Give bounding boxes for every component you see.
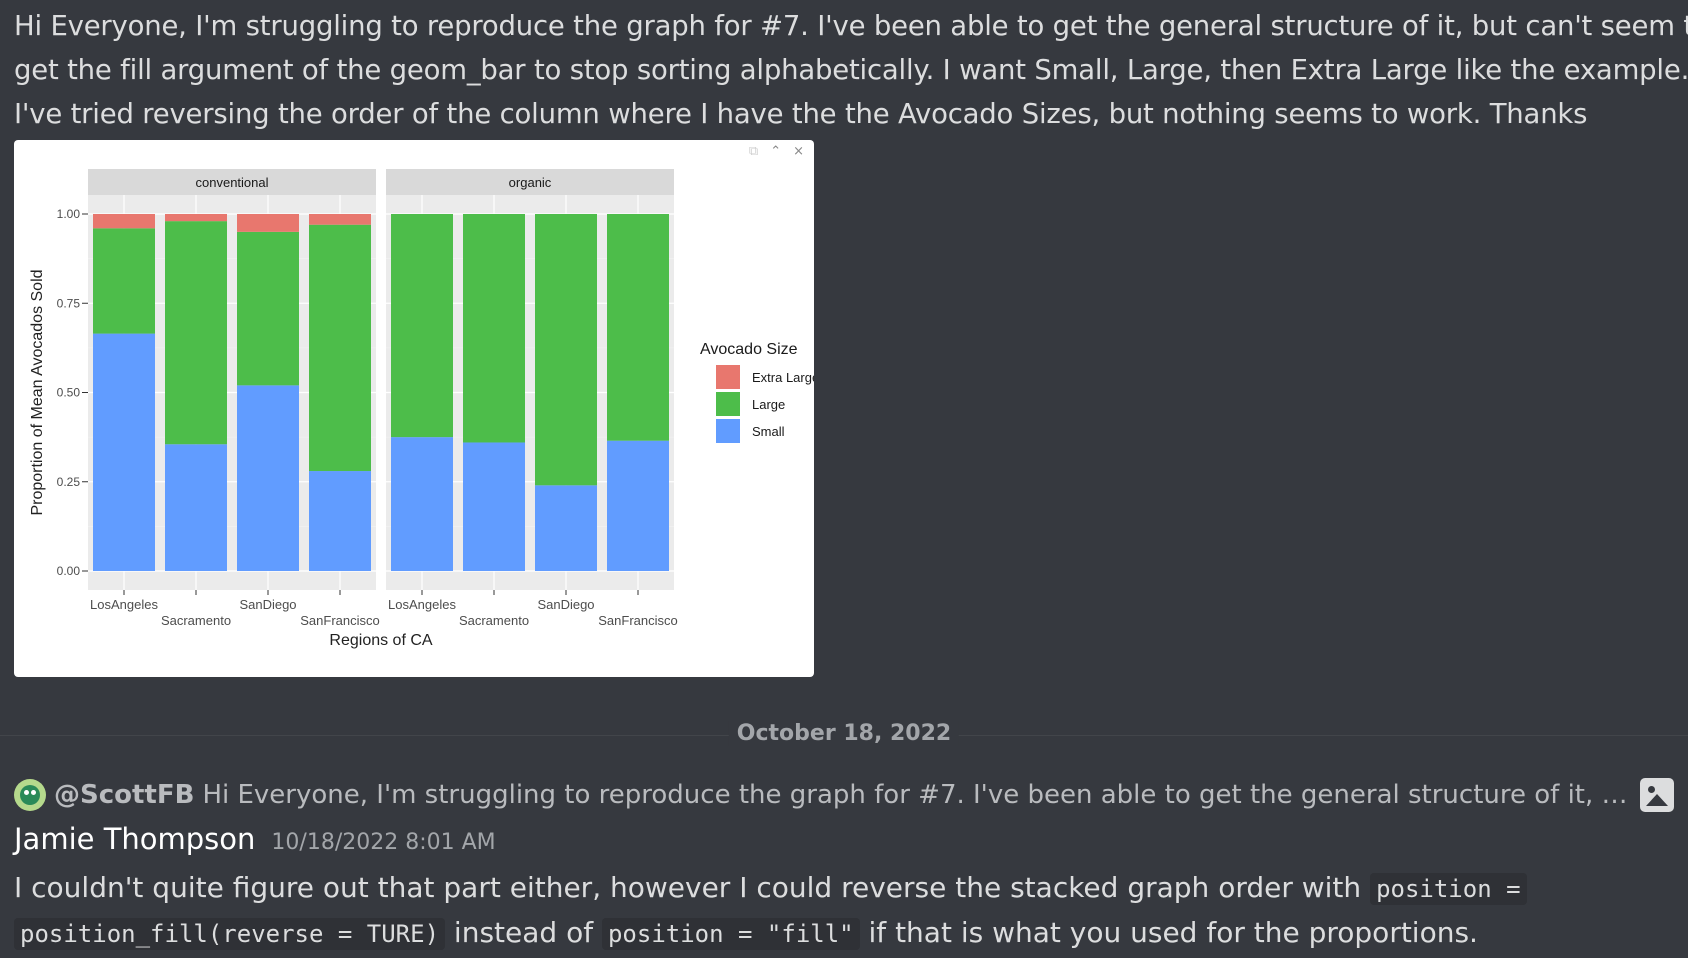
legend-label: Large xyxy=(752,397,785,412)
open-original-icon[interactable]: ⧉ xyxy=(748,144,759,159)
bar-segment xyxy=(535,485,597,571)
x-tick-label: LosAngeles xyxy=(90,597,158,612)
facet-strip xyxy=(386,169,674,195)
bar-segment xyxy=(309,214,371,225)
x-tick-label: Sacramento xyxy=(459,613,529,628)
message-header: Jamie Thompson 10/18/2022 8:01 AM xyxy=(14,822,496,856)
y-tick-label: 0.00 xyxy=(57,564,81,578)
bar-segment xyxy=(391,437,453,571)
message-text: if that is what you used for the proport… xyxy=(859,916,1478,949)
reply-mention[interactable]: @ScottFB xyxy=(54,780,195,810)
inline-code: position_fill(reverse = TURE) xyxy=(14,918,446,950)
legend-swatch xyxy=(716,365,740,389)
bar-segment xyxy=(463,214,525,443)
reply-preview[interactable]: Hi Everyone, I'm struggling to reproduce… xyxy=(202,780,1630,810)
legend-swatch xyxy=(716,419,740,443)
legend-title: Avocado Size xyxy=(700,341,798,358)
message-text: instead of xyxy=(445,916,602,949)
timestamp: 10/18/2022 8:01 AM xyxy=(271,830,496,855)
avatar-face xyxy=(20,785,40,805)
date-divider: October 18, 2022 xyxy=(0,721,1688,746)
image-icon xyxy=(1640,778,1674,812)
bar-segment xyxy=(165,444,227,571)
second-message-text: I couldn't quite figure out that part ei… xyxy=(14,866,1674,956)
facet-strip xyxy=(88,169,376,195)
bar-segment xyxy=(607,440,669,571)
divider-date: October 18, 2022 xyxy=(728,721,960,746)
message-text: I couldn't quite figure out that part ei… xyxy=(14,871,1371,904)
legend-label: Extra Large xyxy=(752,370,814,385)
y-axis-title: Proportion of Mean Avocados Sold xyxy=(29,269,46,515)
y-tick-label: 0.75 xyxy=(57,296,81,310)
avatar-eye xyxy=(31,790,36,795)
bar-segment xyxy=(165,221,227,445)
x-axis-title: Regions of CA xyxy=(329,632,432,649)
bar-segment xyxy=(237,214,299,232)
x-tick-label: SanFrancisco xyxy=(598,613,677,628)
x-tick-label: SanFrancisco xyxy=(300,613,379,628)
bar-segment xyxy=(165,214,227,222)
bar-segment xyxy=(93,214,155,229)
x-tick-label: SanDiego xyxy=(239,597,296,612)
legend-label: Small xyxy=(752,424,785,439)
collapse-icon[interactable]: ⌃ xyxy=(770,144,782,159)
image-attachment[interactable]: ⧉ ⌃ × Proportion of Mean Avocados Sold 0.… xyxy=(14,140,814,677)
reply-reference[interactable]: @ScottFB Hi Everyone, I'm struggling to … xyxy=(14,778,1674,812)
bar-segment xyxy=(535,214,597,486)
message-line: position_fill(reverse = TURE) instead of… xyxy=(14,911,1674,956)
bar-segment xyxy=(463,442,525,571)
avatar[interactable] xyxy=(14,779,46,811)
embed-controls: ⧉ ⌃ × xyxy=(749,144,804,159)
x-tick-label: Sacramento xyxy=(161,613,231,628)
bar-segment xyxy=(93,333,155,571)
author-name[interactable]: Jamie Thompson xyxy=(14,822,256,856)
bar-segment xyxy=(237,385,299,571)
y-tick-label: 0.25 xyxy=(57,475,81,489)
message-line: I've tried reversing the order of the co… xyxy=(14,98,1588,130)
first-message-text: Hi Everyone, I'm struggling to reproduce… xyxy=(14,4,1688,136)
bar-segment xyxy=(607,214,669,441)
facet-label: conventional xyxy=(196,175,269,190)
inline-code: position = "fill" xyxy=(601,918,860,950)
bar-segment xyxy=(391,214,453,438)
inline-code: position = xyxy=(1370,873,1527,905)
bar-segment xyxy=(237,231,299,386)
y-tick-label: 1.00 xyxy=(57,207,81,221)
bar-segment xyxy=(309,471,371,571)
avatar-eye xyxy=(24,790,29,795)
facet-label: organic xyxy=(509,175,552,190)
x-tick-label: SanDiego xyxy=(537,597,594,612)
x-tick-label: LosAngeles xyxy=(388,597,456,612)
y-tick-label: 0.50 xyxy=(57,386,81,400)
message-line: get the fill argument of the geom_bar to… xyxy=(14,54,1688,86)
legend-swatch xyxy=(716,392,740,416)
close-icon[interactable]: × xyxy=(793,144,804,159)
message-line: Hi Everyone, I'm struggling to reproduce… xyxy=(14,10,1688,42)
avocado-chart: Proportion of Mean Avocados Sold 0.00 0.25… xyxy=(29,169,814,649)
bar-segment xyxy=(309,224,371,472)
bar-segment xyxy=(93,228,155,334)
message-line: I couldn't quite figure out that part ei… xyxy=(14,866,1674,911)
